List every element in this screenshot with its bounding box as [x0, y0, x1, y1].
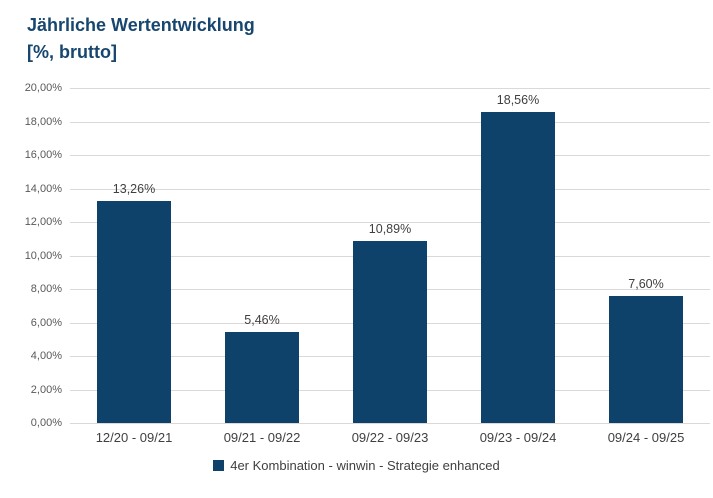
- y-tick-label: 6,00%: [30, 316, 62, 329]
- x-tick-label: 09/24 - 09/25: [607, 430, 685, 445]
- chart-title-line1: Jährliche Wertentwicklung: [27, 15, 255, 35]
- bar-value-label: 5,46%: [244, 312, 280, 327]
- y-tick-label: 8,00%: [30, 283, 62, 295]
- y-tick-label: 2,00%: [30, 383, 62, 396]
- bar: [353, 240, 427, 423]
- gridline: [70, 222, 710, 223]
- bar: [481, 112, 555, 423]
- y-tick-label: 14,00%: [24, 182, 62, 195]
- chart-title-line2: [%, brutto]: [27, 42, 117, 62]
- bar: [225, 331, 299, 423]
- bar: [609, 295, 683, 423]
- legend: 4er Kombination - winwin - Strategie enh…: [0, 458, 713, 473]
- gridline: [70, 121, 710, 123]
- bar: [97, 200, 171, 423]
- x-axis-labels: 12/20 - 09/21 09/21 - 09/22 09/22 - 09/23 0…: [70, 430, 710, 450]
- x-tick-label: 09/21 - 09/22: [223, 430, 301, 445]
- legend-label: 4er Kombination - winwin - Strategie enh…: [230, 458, 500, 473]
- y-tick-label: 18,00%: [24, 115, 62, 128]
- y-tick-label: 0,00%: [30, 417, 62, 429]
- gridline: [70, 423, 710, 424]
- chart-title: Jährliche Wertentwicklung [%, brutto]: [27, 12, 255, 66]
- x-tick-label: 09/22 - 09/23: [351, 430, 429, 445]
- legend-swatch-icon: [213, 460, 225, 471]
- y-tick-label: 10,00%: [24, 249, 62, 262]
- gridline: [70, 188, 710, 190]
- bar-value-label: 7,60%: [628, 276, 664, 291]
- y-tick-label: 4,00%: [30, 350, 62, 362]
- bar-value-label: 13,26%: [112, 181, 156, 196]
- gridline: [70, 88, 710, 89]
- y-tick-label: 16,00%: [24, 149, 62, 161]
- x-tick-label: 12/20 - 09/21: [95, 430, 173, 445]
- plot-area: 13,26% 5,46% 10,89% 18,56% 7,60%: [70, 88, 710, 424]
- y-axis-labels: 0,00% 2,00% 4,00% 6,00% 8,00% 10,00% 12,00% 14,…: [0, 82, 62, 429]
- bar-value-label: 18,56%: [496, 93, 540, 108]
- y-tick-label: 20,00%: [24, 82, 62, 94]
- bar-value-label: 10,89%: [368, 221, 412, 236]
- y-tick-label: 12,00%: [24, 216, 62, 228]
- gridline: [70, 155, 710, 156]
- x-tick-label: 09/23 - 09/24: [479, 430, 557, 445]
